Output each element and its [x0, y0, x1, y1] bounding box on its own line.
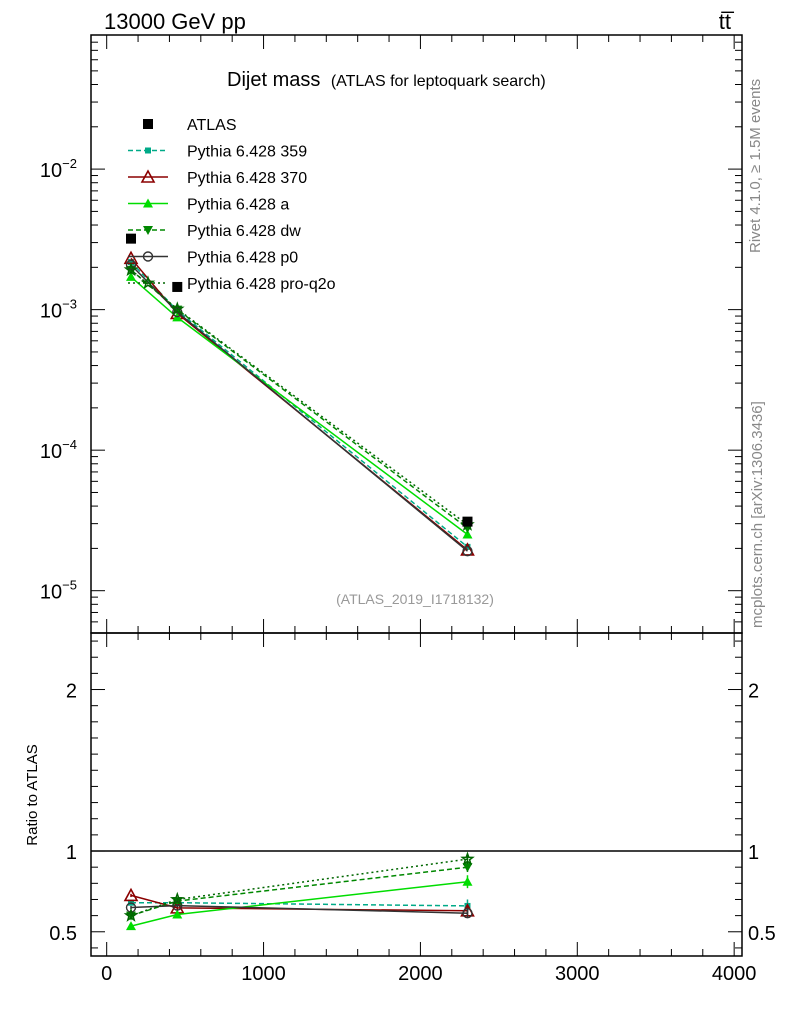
- y-tick-label-base: 10: [40, 441, 62, 463]
- header-energy-label: 13000 GeV pp: [104, 9, 246, 34]
- mcplots-reference-label: mcplots.cern.ch [arXiv:1306.3436]: [749, 401, 766, 628]
- chart-title-main: Dijet mass: [227, 69, 320, 91]
- y-tick-label-base: 10: [40, 301, 62, 323]
- ratio-tick-label-left: 0.5: [49, 923, 77, 945]
- ratio-tick-label-right: 1: [748, 842, 759, 864]
- y-tick-label-exponent: −4: [62, 437, 77, 452]
- y-tick-label: 10−4: [40, 437, 77, 463]
- data-point: [143, 226, 153, 235]
- legend-label: Pythia 6.428 p0: [187, 250, 298, 267]
- chart-subtitle: (ATLAS for leptoquark search): [331, 73, 546, 90]
- chart-title: Dijet mass (ATLAS for leptoquark search): [227, 69, 546, 91]
- ratio-tick-label-left: 1: [66, 842, 77, 864]
- data-point: [462, 863, 473, 873]
- data-point: [126, 921, 137, 931]
- ratio-y-axis-label: Ratio to ATLAS: [24, 744, 41, 845]
- ratio-tick-label-left: 2: [66, 681, 77, 703]
- x-tick-label: 1000: [241, 963, 286, 985]
- data-point: [142, 251, 154, 262]
- ratio-tick-label-right: 0.5: [748, 923, 776, 945]
- legend-label: Pythia 6.428 370: [187, 170, 307, 187]
- data-point: [462, 516, 473, 527]
- header-process-label: tt̅: [719, 9, 735, 34]
- y-tick-label: 10−3: [40, 297, 77, 323]
- legend-label: Pythia 6.428 a: [187, 197, 289, 214]
- data-point: [169, 301, 185, 316]
- y-tick-label: 10−2: [40, 156, 77, 182]
- ratio-tick-label-right: 2: [748, 681, 759, 703]
- data-point: [125, 259, 137, 271]
- data-point: [462, 876, 473, 886]
- legend-label: Pythia 6.428 pro-q2o: [187, 276, 336, 293]
- series-line-ratio: [130, 858, 468, 917]
- series-line-main: [130, 269, 468, 526]
- y-tick-label-base: 10: [40, 160, 62, 182]
- data-point: [126, 271, 137, 281]
- data-point: [140, 169, 156, 183]
- data-point: [143, 119, 153, 129]
- legend-label: ATLAS: [187, 117, 237, 134]
- data-point: [172, 281, 183, 292]
- ratio-plot-frame: [90, 632, 743, 957]
- main-series-layer: [123, 250, 475, 557]
- y-tick-label-exponent: −3: [62, 297, 77, 312]
- data-point: [462, 529, 473, 539]
- x-tick-label: 4000: [712, 963, 757, 985]
- data-point: [140, 275, 156, 290]
- data-point: [462, 908, 473, 919]
- legend-label: Pythia 6.428 359: [187, 144, 307, 161]
- data-point: [143, 198, 153, 208]
- y-tick-label: 10−5: [40, 578, 77, 604]
- atlas-data-layer: [126, 233, 473, 527]
- y-tick-label-exponent: −2: [62, 156, 77, 171]
- ratio-series-layer: [123, 851, 475, 931]
- y-tick-label-exponent: −5: [62, 578, 77, 593]
- data-point: [123, 262, 139, 277]
- data-point: [123, 887, 139, 902]
- data-point: [169, 891, 185, 906]
- legend-label: Pythia 6.428 dw: [187, 223, 301, 240]
- axis-ticks: [91, 34, 742, 956]
- series-line-main: [130, 261, 468, 548]
- x-tick-label: 3000: [555, 963, 600, 985]
- x-tick-label: 0: [101, 963, 112, 985]
- y-tick-label-base: 10: [40, 582, 62, 604]
- data-point: [172, 909, 183, 919]
- data-point: [460, 851, 475, 866]
- data-point: [123, 907, 139, 922]
- data-point: [462, 546, 473, 557]
- legend: ATLAS Pythia 6.428 359 Pythia 6.428 370 Pyt…: [128, 117, 336, 293]
- rivet-version-label: Rivet 4.1.0, ≥ 1.5M events: [747, 79, 764, 253]
- x-tick-label: 2000: [398, 963, 443, 985]
- data-point: [145, 147, 151, 154]
- data-point: [126, 233, 137, 244]
- analysis-id-label: (ATLAS_2019_I1718132): [336, 591, 494, 607]
